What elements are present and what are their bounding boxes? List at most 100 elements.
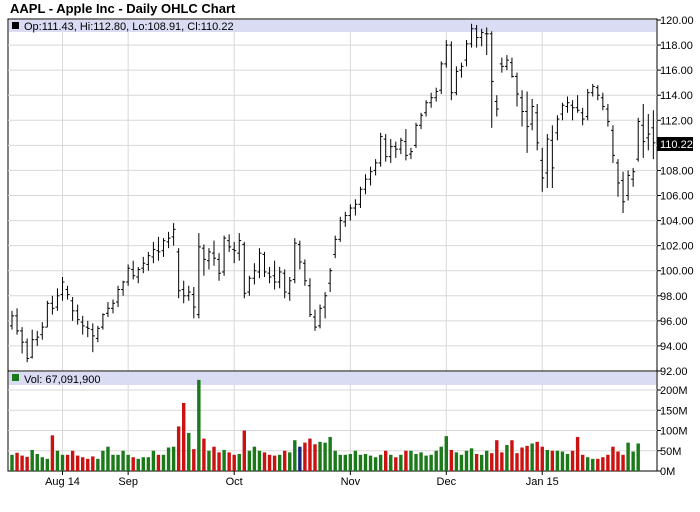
volume-bar (348, 453, 353, 471)
ohlc-bar (30, 329, 35, 359)
volume-bar (308, 438, 312, 471)
x-axis: Aug 14 Sep Oct Nov Dec Jan 15 (45, 471, 559, 488)
ohlc-bar (479, 28, 484, 47)
x-tick-label: Oct (226, 476, 243, 488)
volume-bar (394, 457, 398, 471)
volume-bar (378, 454, 383, 471)
volume-bar (525, 445, 529, 471)
volume-bar (353, 450, 358, 471)
volume-bar (409, 450, 413, 471)
ohlc-bar (403, 129, 408, 161)
volume-bar (182, 402, 186, 471)
volume-bar (626, 442, 630, 471)
volume-bar (126, 454, 130, 471)
volume-bar (434, 450, 438, 471)
ohlc-bar (474, 25, 479, 48)
volume-bar (545, 449, 549, 471)
volume-bar (65, 454, 70, 471)
ohlc-bar (499, 57, 504, 73)
ohlc-bar (196, 233, 201, 319)
ohlc-bar (252, 263, 257, 285)
price-tick-label: 118.00 (660, 40, 693, 52)
ohlc-bar (535, 103, 540, 151)
ohlc-bar (378, 132, 383, 167)
ohlc-bar (75, 304, 80, 325)
ohlc-bar (257, 248, 262, 279)
ohlc-bar (35, 330, 40, 346)
ohlc-bar (206, 248, 211, 270)
ohlc-bar (85, 320, 90, 338)
volume-bar (70, 450, 75, 471)
volume-bar (389, 454, 393, 471)
price-tick-label: 98.00 (660, 291, 688, 303)
ohlc-bar (166, 231, 171, 249)
volume-bar (616, 451, 620, 471)
volume-bar (277, 454, 282, 471)
volume-bar (10, 454, 14, 471)
price-legend-marker (12, 22, 19, 29)
volume-bar (96, 458, 100, 471)
ohlc-bar (464, 40, 469, 67)
ohlc-bar (328, 268, 333, 293)
volume-bar (459, 454, 464, 471)
volume-bar (580, 454, 585, 471)
volume-bar (490, 453, 494, 471)
volume-bar (343, 454, 347, 471)
ohlc-bar (560, 102, 565, 121)
ohlc-bar (570, 100, 575, 121)
ohlc-bar (489, 31, 494, 128)
volume-bar (131, 457, 135, 471)
volume-bar (257, 450, 262, 471)
volume-bar (384, 450, 388, 471)
volume-bar (121, 450, 125, 471)
ohlc-bar (540, 147, 545, 192)
volume-bar (30, 449, 34, 471)
ohlc-bar (126, 264, 131, 286)
volume-bar (399, 454, 403, 471)
ohlc-bar (95, 325, 100, 343)
ohlc-legend-text: Op:111.43, Hi:112.80, Lo:108.91, Cl:110.… (24, 21, 234, 33)
volume-bar (606, 454, 610, 471)
ohlc-bar (171, 223, 176, 246)
ohlc-bar (116, 285, 121, 308)
volume-bar (338, 454, 342, 471)
price-tick-label: 102.00 (660, 241, 694, 253)
volume-bar (505, 445, 509, 471)
ohlc-bar (610, 125, 615, 163)
volume-bar (262, 452, 267, 471)
ohlc-bar (105, 302, 110, 318)
volume-bar (298, 446, 302, 471)
volume-legend-text: Vol: 67,091,900 (24, 374, 100, 386)
ohlc-bar (277, 266, 282, 289)
ohlc-bar (590, 83, 595, 97)
volume-panel-frame (7, 370, 658, 472)
ohlc-bar (646, 114, 651, 151)
ohlc-bar (40, 322, 45, 340)
ohlc-bar (605, 103, 610, 127)
volume-bar (560, 451, 565, 471)
volume-bar (242, 430, 246, 471)
volume-bar (35, 453, 39, 471)
ohlc-bar (600, 92, 605, 111)
ohlc-bar (10, 310, 14, 330)
ohlc-bar (449, 41, 454, 101)
ohlc-bar (318, 304, 323, 329)
volume-bar (540, 446, 544, 471)
ohlc-bar (398, 137, 403, 155)
volume-bar (171, 446, 176, 471)
ohlc-bar (550, 125, 555, 188)
ohlc-bar (373, 159, 378, 176)
volume-bar (207, 450, 211, 471)
x-tick-label: Aug 14 (45, 476, 80, 488)
chart-title: AAPL - Apple Inc - Daily OHLC Chart (10, 1, 236, 16)
price-legend-band (9, 20, 656, 32)
volume-bar (91, 456, 95, 471)
volume-bar (586, 457, 590, 471)
ohlc-bar (323, 292, 328, 319)
price-tick-label: 112.00 (660, 115, 693, 127)
volume-bar (464, 450, 469, 471)
ohlc-bar (60, 276, 65, 301)
volume-bar (500, 452, 504, 471)
ohlc-bar (15, 308, 20, 335)
